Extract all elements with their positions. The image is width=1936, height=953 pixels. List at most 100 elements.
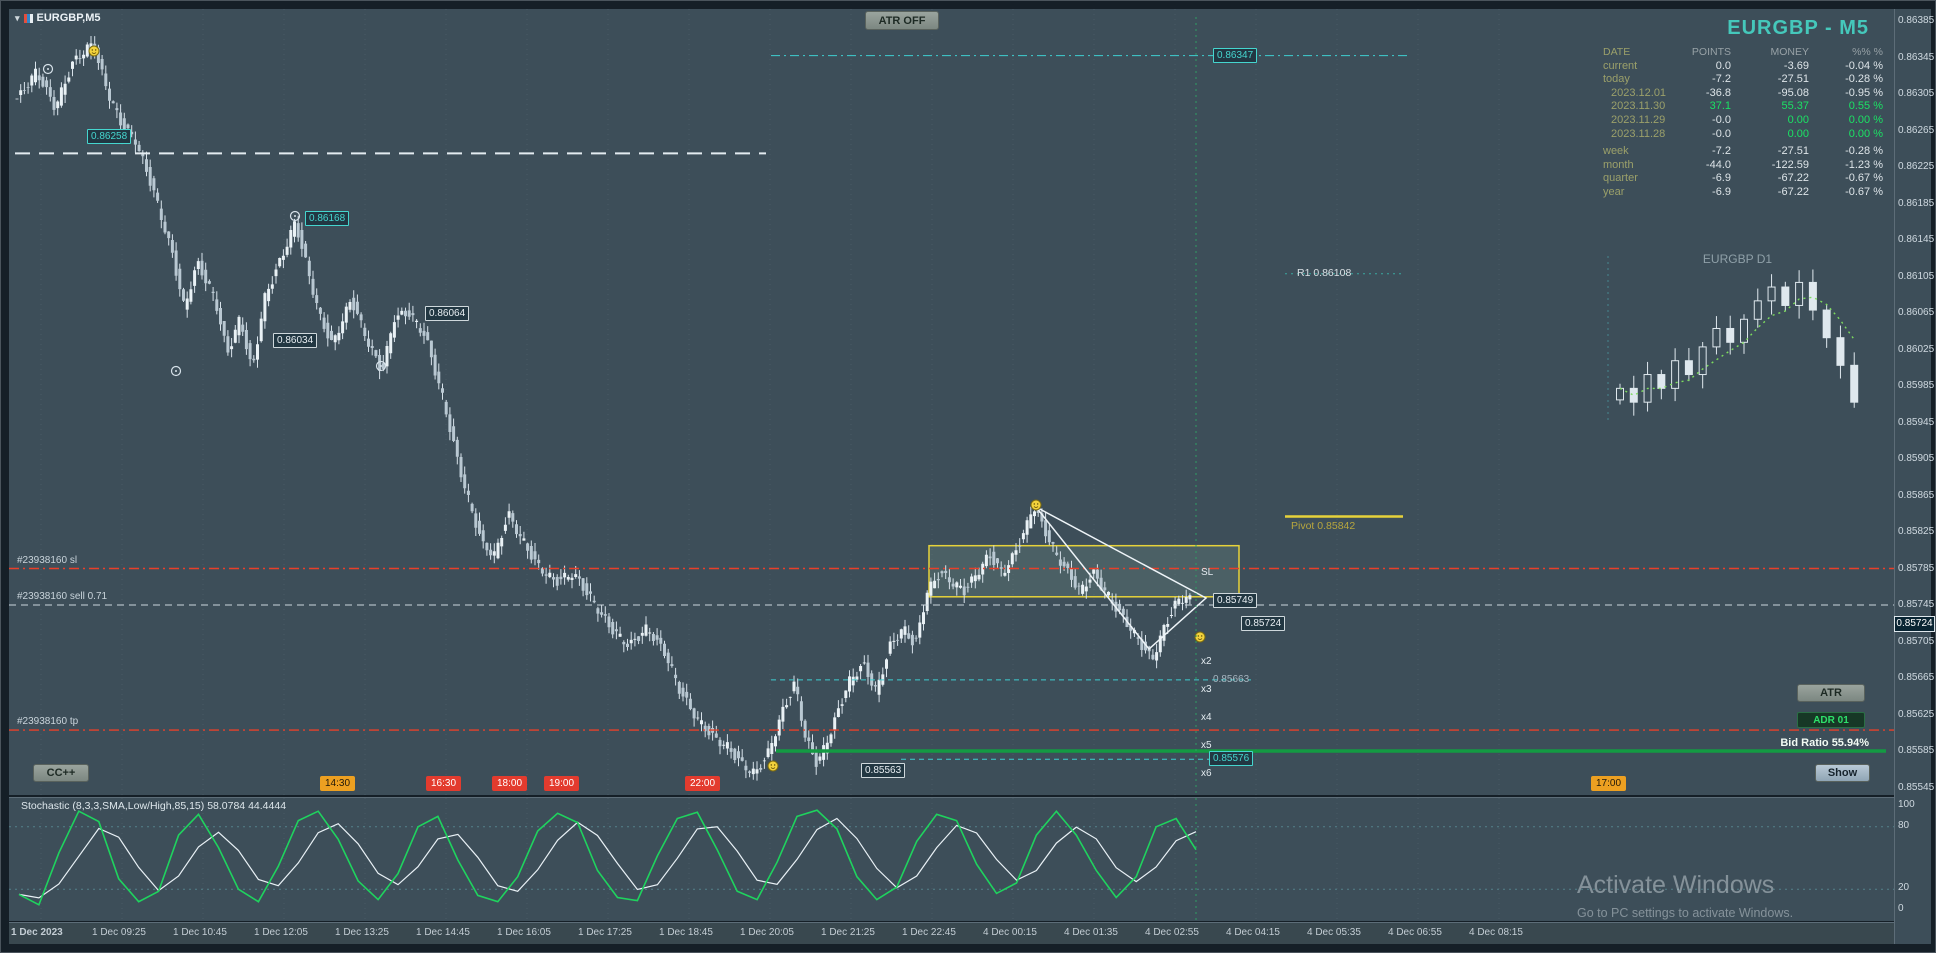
- time-axis-label: 1 Dec 10:45: [173, 927, 227, 938]
- trade-level-marker: x6: [1201, 768, 1212, 779]
- trade-level-marker: x2: [1201, 656, 1212, 667]
- price-axis[interactable]: [1894, 9, 1931, 944]
- time-axis-label: 4 Dec 02:55: [1145, 927, 1199, 938]
- price-tag[interactable]: 0.85563: [861, 763, 906, 779]
- cc-plus-button[interactable]: CC++: [33, 764, 89, 782]
- stochastic-chart[interactable]: [9, 798, 1894, 922]
- trade-level-marker: x4: [1201, 712, 1212, 723]
- candlestick-chart[interactable]: [9, 9, 1894, 795]
- stochastic-label: Stochastic (8,3,3,SMA,Low/High,85,15) 58…: [21, 800, 286, 812]
- stoch-scale-label: 80: [1898, 819, 1910, 831]
- time-axis-label: 1 Dec 13:25: [335, 927, 389, 938]
- time-marker-tag[interactable]: 14:30: [320, 776, 356, 791]
- adr-button[interactable]: ADR 01: [1797, 712, 1865, 728]
- time-axis-label: 4 Dec 04:15: [1226, 927, 1280, 938]
- price-axis-label: 0.86225: [1898, 161, 1935, 172]
- time-marker-tag[interactable]: 22:00: [685, 776, 721, 791]
- d1-inset-chart[interactable]: EURGBP D1: [1606, 248, 1869, 430]
- price-axis-label: 0.86065: [1898, 307, 1935, 318]
- bid-ratio-label: Bid Ratio 55.94%: [1780, 737, 1869, 749]
- time-axis-label: 1 Dec 14:45: [416, 927, 470, 938]
- price-axis-label: 0.85905: [1898, 453, 1935, 464]
- price-tag[interactable]: 0.86034: [273, 333, 318, 349]
- price-tag[interactable]: 0.86258: [87, 128, 132, 144]
- price-axis-label: 0.85785: [1898, 562, 1935, 574]
- stochastic-value-k: 58.0784: [207, 800, 246, 812]
- price-axis-label: 0.85825: [1898, 526, 1935, 537]
- activate-windows-subtext: Go to PC settings to activate Windows.: [1577, 906, 1794, 920]
- r1-label: R1 0.86108: [1297, 267, 1352, 279]
- price-axis-label: 0.85665: [1898, 672, 1935, 683]
- d1-candlestick-chart: [1607, 256, 1859, 424]
- stats-row: 2023.12.01 -36.8 -95.08 -0.95 %: [1611, 86, 1883, 99]
- stats-row: current 0.0 -3.69 -0.04 %: [1603, 59, 1883, 72]
- price-tag[interactable]: 0.86064: [425, 305, 470, 321]
- inset-chart-title: EURGBP D1: [1702, 252, 1773, 266]
- pivot-label: Pivot 0.85842: [1291, 520, 1356, 532]
- stochastic-indicator-pane[interactable]: [9, 797, 1894, 922]
- time-axis-label: 1 Dec 16:05: [497, 927, 551, 938]
- stats-row: year -6.9 -67.22 -0.67 %: [1603, 185, 1883, 198]
- order-line-label[interactable]: #23938160 sl: [17, 554, 78, 566]
- price-axis-label: 0.86145: [1898, 234, 1935, 245]
- time-marker-tag[interactable]: 18:00: [492, 776, 528, 791]
- time-axis-label: 1 Dec 17:25: [578, 927, 632, 938]
- time-marker-tag[interactable]: 19:00: [544, 776, 580, 791]
- time-axis-label: 4 Dec 08:15: [1469, 927, 1523, 938]
- price-tag[interactable]: 0.85724: [1241, 616, 1286, 632]
- price-axis-label: 0.85865: [1898, 489, 1935, 501]
- price-axis-label: 0.85985: [1898, 380, 1935, 391]
- atr-off-button[interactable]: ATR OFF: [865, 11, 939, 30]
- price-axis-label: 0.86385: [1898, 15, 1935, 26]
- time-marker-tag[interactable]: 17:00: [1591, 776, 1627, 791]
- time-axis[interactable]: [9, 922, 1894, 944]
- stoch-scale-label: 0: [1898, 903, 1904, 914]
- trade-level-marker: SL: [1201, 567, 1214, 578]
- price-axis-label: 0.85745: [1898, 599, 1935, 610]
- price-tag[interactable]: 0.86168: [305, 211, 350, 226]
- price-axis-label: 0.85945: [1898, 416, 1935, 428]
- current-price-badge: 0.85724: [1894, 616, 1935, 632]
- order-line-label[interactable]: #23938160 sell 0.71: [17, 591, 108, 602]
- time-axis-label: 4 Dec 01:35: [1064, 927, 1118, 938]
- atr-button[interactable]: ATR: [1797, 684, 1865, 702]
- price-axis-label: 0.86105: [1898, 270, 1935, 282]
- main-chart-pane[interactable]: [9, 9, 1894, 795]
- time-axis-label: 1 Dec 12:05: [254, 927, 308, 938]
- show-button[interactable]: Show: [1815, 764, 1870, 782]
- stats-row: month -44.0 -122.59 -1.23 %: [1603, 158, 1883, 171]
- time-axis-label: 1 Dec 21:25: [821, 927, 875, 938]
- stats-row: today -7.2 -27.51 -0.28 %: [1603, 73, 1883, 86]
- price-axis-label: 0.85625: [1898, 708, 1935, 720]
- stochastic-value-d: 44.4444: [248, 800, 287, 812]
- price-axis-label: 0.86345: [1898, 51, 1935, 63]
- stats-row: 2023.11.28 -0.0 0.00 0.00 %: [1611, 127, 1883, 140]
- price-axis-label: 0.85705: [1898, 635, 1935, 647]
- time-axis-label: 4 Dec 06:55: [1388, 927, 1442, 938]
- time-axis-label: 1 Dec 2023: [11, 927, 63, 938]
- profit-stats-panel: EURGBP - M5 DATE POINTS MONEY%% % current 0.…: [1591, 17, 1887, 200]
- stats-panel-title: EURGBP - M5: [1727, 17, 1869, 39]
- stochastic-name: Stochastic (8,3,3,SMA,Low/High,85,15): [21, 800, 205, 812]
- price-axis-label: 0.86265: [1898, 124, 1935, 136]
- price-tag[interactable]: 0.86347: [1213, 47, 1258, 63]
- stats-row: week -7.2 -27.51 -0.28 %: [1603, 145, 1883, 158]
- chart-icon: [23, 13, 33, 23]
- price-axis-label: 0.85585: [1898, 745, 1935, 756]
- chart-symbol-label: ▾ EURGBP,M5: [15, 12, 101, 24]
- time-axis-label: 1 Dec 18:45: [659, 927, 713, 938]
- chevron-down-icon[interactable]: ▾: [15, 12, 20, 23]
- price-axis-label: 0.86305: [1898, 88, 1935, 99]
- stoch-scale-label: 20: [1898, 882, 1910, 894]
- price-axis-label: 0.86025: [1898, 343, 1935, 355]
- time-marker-tag[interactable]: 16:30: [426, 776, 462, 791]
- symbol-text: EURGBP,M5: [36, 12, 101, 24]
- order-line-label[interactable]: #23938160 tp: [17, 716, 79, 727]
- price-tag[interactable]: 0.85576: [1209, 751, 1254, 767]
- price-tag[interactable]: 0.85749: [1213, 593, 1258, 609]
- price-tag[interactable]: 0.85663: [1213, 673, 1250, 685]
- time-axis-label: 4 Dec 05:35: [1307, 927, 1361, 938]
- price-axis-label: 0.86185: [1898, 197, 1935, 209]
- stats-row: 2023.11.29 -0.0 0.00 0.00 %: [1611, 113, 1883, 126]
